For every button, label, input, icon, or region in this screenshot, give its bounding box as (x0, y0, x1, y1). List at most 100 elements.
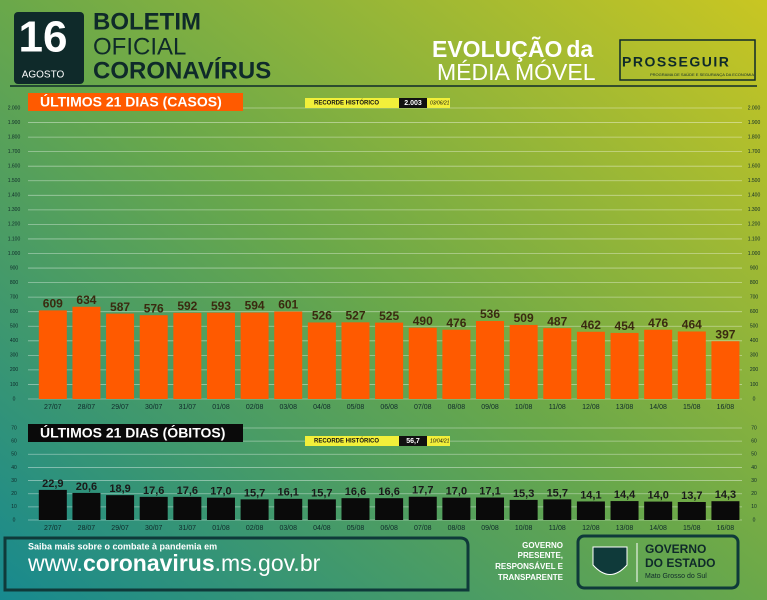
value-label: 14,0 (647, 490, 668, 502)
value-label: 536 (480, 307, 500, 321)
y-tick-label: 70 (751, 425, 757, 431)
x-tick-label: 29/07 (111, 404, 129, 411)
header-line: CORONAVÍRUS (93, 56, 271, 84)
x-tick-label: 02/08 (246, 404, 264, 411)
record-value-box (399, 436, 427, 446)
value-label: 634 (76, 293, 96, 307)
bar (711, 501, 740, 520)
y-tick-label: 200 (750, 367, 759, 373)
y-tick-label: 1.000 (8, 251, 21, 257)
gov-box (576, 534, 740, 590)
value-label: 15,7 (311, 487, 332, 499)
bar (476, 497, 505, 520)
value-label: 525 (379, 309, 399, 323)
day: 16 (19, 13, 68, 62)
x-tick-label: 13/08 (616, 404, 634, 411)
y-tick-label: 0 (753, 396, 756, 402)
y-tick-label: 500 (750, 324, 759, 330)
x-tick-label: 14/08 (649, 404, 667, 411)
value-label: 16,6 (378, 486, 399, 498)
x-tick-label: 16/08 (717, 404, 735, 411)
bar (677, 501, 706, 520)
y-tick-label: 600 (10, 309, 19, 315)
y-tick-label: 800 (750, 280, 759, 286)
bar (644, 329, 673, 399)
y-tick-label: 1.100 (748, 236, 761, 242)
y-tick-label: 10 (751, 504, 757, 510)
y-tick-label: 1.400 (8, 193, 21, 199)
bar (610, 501, 639, 520)
y-tick-label: 0 (753, 517, 756, 523)
bar (206, 497, 235, 520)
y-tick-label: 1.300 (748, 207, 761, 213)
bar (274, 498, 303, 520)
y-tick-label: 1.800 (8, 134, 21, 140)
record-label: RECORDE HISTÓRICO (314, 99, 379, 107)
x-tick-label: 02/08 (246, 525, 264, 532)
program: PROSSEGUIR (622, 54, 730, 70)
x-tick-label: 14/08 (649, 525, 667, 532)
bar (341, 322, 370, 399)
bar (677, 331, 706, 399)
value-label: 16,6 (345, 486, 366, 498)
y-tick-label: 1.600 (8, 164, 21, 170)
y-tick-label: 1.300 (8, 207, 21, 213)
y-tick-label: 900 (10, 265, 19, 271)
y-tick-label: 60 (11, 438, 17, 444)
y-tick-label: 400 (750, 338, 759, 344)
bar (206, 312, 235, 399)
bar (408, 327, 437, 399)
x-tick-label: 08/08 (448, 525, 466, 532)
value-label: 576 (144, 301, 164, 315)
x-tick-label: 15/08 (683, 404, 701, 411)
x-tick-label: 12/08 (582, 525, 600, 532)
x-tick-label: 30/07 (145, 404, 163, 411)
x-tick-label: 06/08 (380, 525, 398, 532)
value-label: 17,6 (143, 485, 164, 497)
y-tick-label: 500 (10, 324, 19, 330)
motto: GOVERNO (522, 541, 563, 550)
value-label: 594 (245, 299, 265, 313)
bar (711, 341, 740, 399)
y-tick-label: 1.700 (8, 149, 21, 155)
y-tick-label: 0 (13, 517, 16, 523)
x-tick-label: 08/08 (448, 404, 466, 411)
value-label: 454 (615, 319, 635, 333)
x-tick-label: 03/08 (279, 525, 297, 532)
bar (543, 499, 572, 520)
x-tick-label: 13/08 (616, 525, 634, 532)
bar (576, 501, 605, 520)
x-tick-label: 07/08 (414, 404, 432, 411)
x-tick-label: 28/07 (78, 525, 96, 532)
motto: PRESENTE, (518, 551, 563, 560)
x-tick-label: 11/08 (549, 525, 566, 532)
y-tick-label: 1.000 (748, 251, 761, 257)
bar (307, 499, 336, 520)
x-tick-label: 27/07 (44, 404, 62, 411)
headline: EVOLUÇÃO da (432, 35, 593, 62)
url-part: coronavirus (83, 550, 215, 576)
x-tick-label: 07/08 (414, 525, 432, 532)
state: Mato Grosso do Sul (645, 573, 707, 580)
bar (375, 322, 404, 399)
x-tick-label: 10/08 (515, 525, 533, 532)
x-tick-label: 01/08 (212, 525, 230, 532)
bar (576, 331, 605, 399)
y-tick-label: 70 (11, 425, 17, 431)
x-tick-label: 31/07 (179, 404, 197, 411)
y-tick-label: 1.900 (748, 120, 761, 126)
bar (341, 498, 370, 520)
y-tick-label: 1.500 (8, 178, 21, 184)
value-label: 17,0 (210, 486, 231, 498)
y-tick-label: 1.100 (8, 236, 21, 242)
value-label: 509 (514, 311, 534, 325)
headline-part: da (566, 36, 593, 62)
bar (610, 332, 639, 399)
value-label: 587 (110, 300, 130, 314)
y-tick-label: 40 (11, 465, 17, 471)
url-part: .ms.gov.br (215, 550, 321, 576)
x-tick-label: 05/08 (347, 404, 365, 411)
value-label: 13,7 (681, 490, 702, 502)
y-tick-label: 10 (11, 504, 17, 510)
